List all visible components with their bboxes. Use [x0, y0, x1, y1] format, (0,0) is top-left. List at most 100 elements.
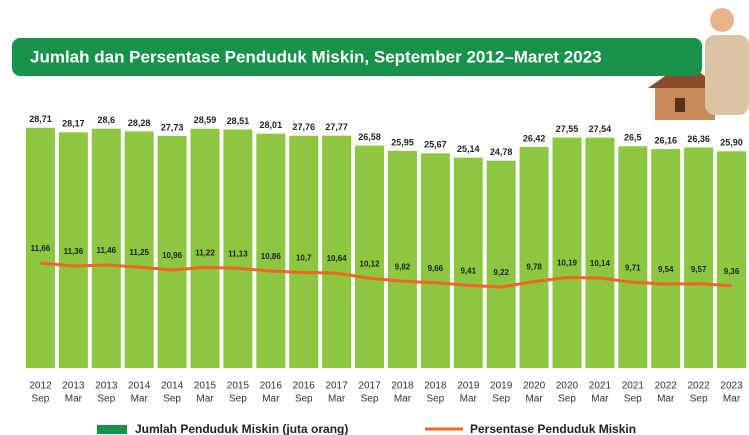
x-tick-label: Mar: [460, 394, 478, 405]
line-value-label: 11,25: [129, 248, 149, 257]
x-tick-label: Sep: [558, 394, 576, 405]
x-tick-label: 2013: [62, 381, 85, 392]
title-banner: [12, 38, 702, 76]
x-tick-label: Sep: [426, 394, 444, 405]
bar-value-label: 27,73: [161, 122, 184, 132]
x-tick-label: 2014: [128, 381, 151, 392]
bar: [355, 145, 385, 368]
legend-label: Persentase Penduduk Miskin: [470, 422, 636, 435]
bar-value-label: 28,6: [98, 115, 116, 125]
bar: [223, 129, 253, 368]
x-tick-label: Sep: [361, 394, 379, 405]
bar-value-label: 27,77: [325, 122, 348, 132]
x-tick-label: Mar: [394, 394, 412, 405]
x-tick-label: 2020: [523, 381, 546, 392]
x-tick-label: Sep: [32, 394, 50, 405]
x-tick-label: Sep: [163, 394, 181, 405]
line-value-label: 10,96: [162, 251, 183, 260]
line: [40, 261, 732, 289]
x-tick-label: 2022: [688, 381, 711, 392]
bar: [684, 147, 714, 368]
x-tick-label: 2019: [490, 381, 513, 392]
line-value-label: 10,19: [557, 259, 578, 268]
bar-value-label: 27,54: [589, 124, 612, 134]
bar: [322, 135, 352, 368]
x-tick-label: 2019: [457, 381, 480, 392]
line-value-label: 10,7: [296, 254, 312, 263]
line-value-label: 9,41: [460, 266, 476, 275]
bar: [717, 151, 747, 368]
line-value-label: 9,66: [428, 264, 444, 273]
x-tick-label: Sep: [97, 394, 115, 405]
x-tick-label: 2013: [95, 381, 118, 392]
x-tick-label: Mar: [196, 394, 214, 405]
line-value-label: 11,22: [195, 249, 215, 258]
line-value-label: 10,12: [360, 259, 381, 268]
bar: [651, 149, 681, 368]
x-tick-label: 2021: [622, 381, 645, 392]
x-tick-label: 2016: [293, 381, 316, 392]
x-tick-label: 2017: [358, 381, 381, 392]
bar-value-label: 28,51: [227, 116, 250, 126]
line-value-label: 9,82: [395, 262, 411, 271]
bar-value-label: 26,58: [358, 132, 381, 142]
x-tick-label: 2020: [556, 381, 579, 392]
line-value-label: 11,36: [64, 247, 84, 256]
x-tick-label: 2016: [260, 381, 283, 392]
x-tick-label: Mar: [723, 394, 741, 405]
x-tick-label: Sep: [690, 394, 708, 405]
line-value-label: 9,71: [625, 263, 641, 272]
x-tick-label: Mar: [328, 394, 346, 405]
bar-value-label: 26,5: [624, 133, 642, 143]
x-tick-label: Mar: [65, 394, 83, 405]
line-value-label: 11,13: [228, 249, 248, 258]
x-tick-label: Sep: [492, 394, 510, 405]
x-tick-label: Mar: [131, 394, 149, 405]
legend-label: Jumlah Penduduk Miskin (juta orang): [135, 422, 348, 435]
line-value-label: 11,46: [96, 246, 116, 255]
bar: [91, 128, 121, 368]
bar-value-label: 28,71: [29, 114, 52, 124]
x-tick-label: Mar: [525, 394, 543, 405]
line-value-label: 11,66: [31, 244, 51, 253]
bar: [387, 150, 417, 368]
line-value-label: 9,78: [526, 263, 542, 272]
bar-value-label: 26,36: [687, 134, 710, 144]
bar-value-label: 25,95: [391, 137, 414, 147]
bar: [157, 135, 187, 368]
x-tick-label: 2022: [655, 381, 678, 392]
x-tick-label: 2018: [391, 381, 414, 392]
chart-title: Jumlah dan Persentase Penduduk Miskin, S…: [30, 47, 602, 66]
x-tick-label: Sep: [295, 394, 313, 405]
x-tick-label: 2023: [720, 381, 743, 392]
bar-value-label: 28,28: [128, 118, 151, 128]
bar-value-label: 28,59: [194, 115, 217, 125]
bar-value-label: 24,78: [490, 147, 513, 157]
bar-value-label: 26,42: [523, 133, 546, 143]
bar: [289, 135, 319, 368]
bar: [618, 146, 648, 368]
bar: [453, 157, 483, 368]
bar: [420, 153, 450, 368]
bar-value-label: 28,01: [260, 120, 283, 130]
bar-value-label: 25,14: [457, 144, 480, 154]
bar: [25, 127, 55, 368]
legend-swatch: [97, 425, 127, 434]
bar-value-label: 27,76: [292, 122, 315, 132]
line-value-label: 9,22: [493, 268, 509, 277]
bar: [256, 133, 286, 368]
bar: [124, 131, 154, 368]
bar: [519, 146, 549, 368]
x-tick-label: 2018: [424, 381, 447, 392]
bar: [552, 137, 582, 368]
x-tick-label: 2014: [161, 381, 184, 392]
x-tick-label: 2012: [29, 381, 52, 392]
x-tick-label: 2015: [227, 381, 250, 392]
bar: [585, 137, 615, 368]
x-tick-label: Sep: [624, 394, 642, 405]
bar: [190, 128, 220, 368]
line-value-label: 10,64: [327, 254, 348, 263]
bar-value-label: 26,16: [654, 136, 677, 146]
x-tick-label: Mar: [262, 394, 280, 405]
